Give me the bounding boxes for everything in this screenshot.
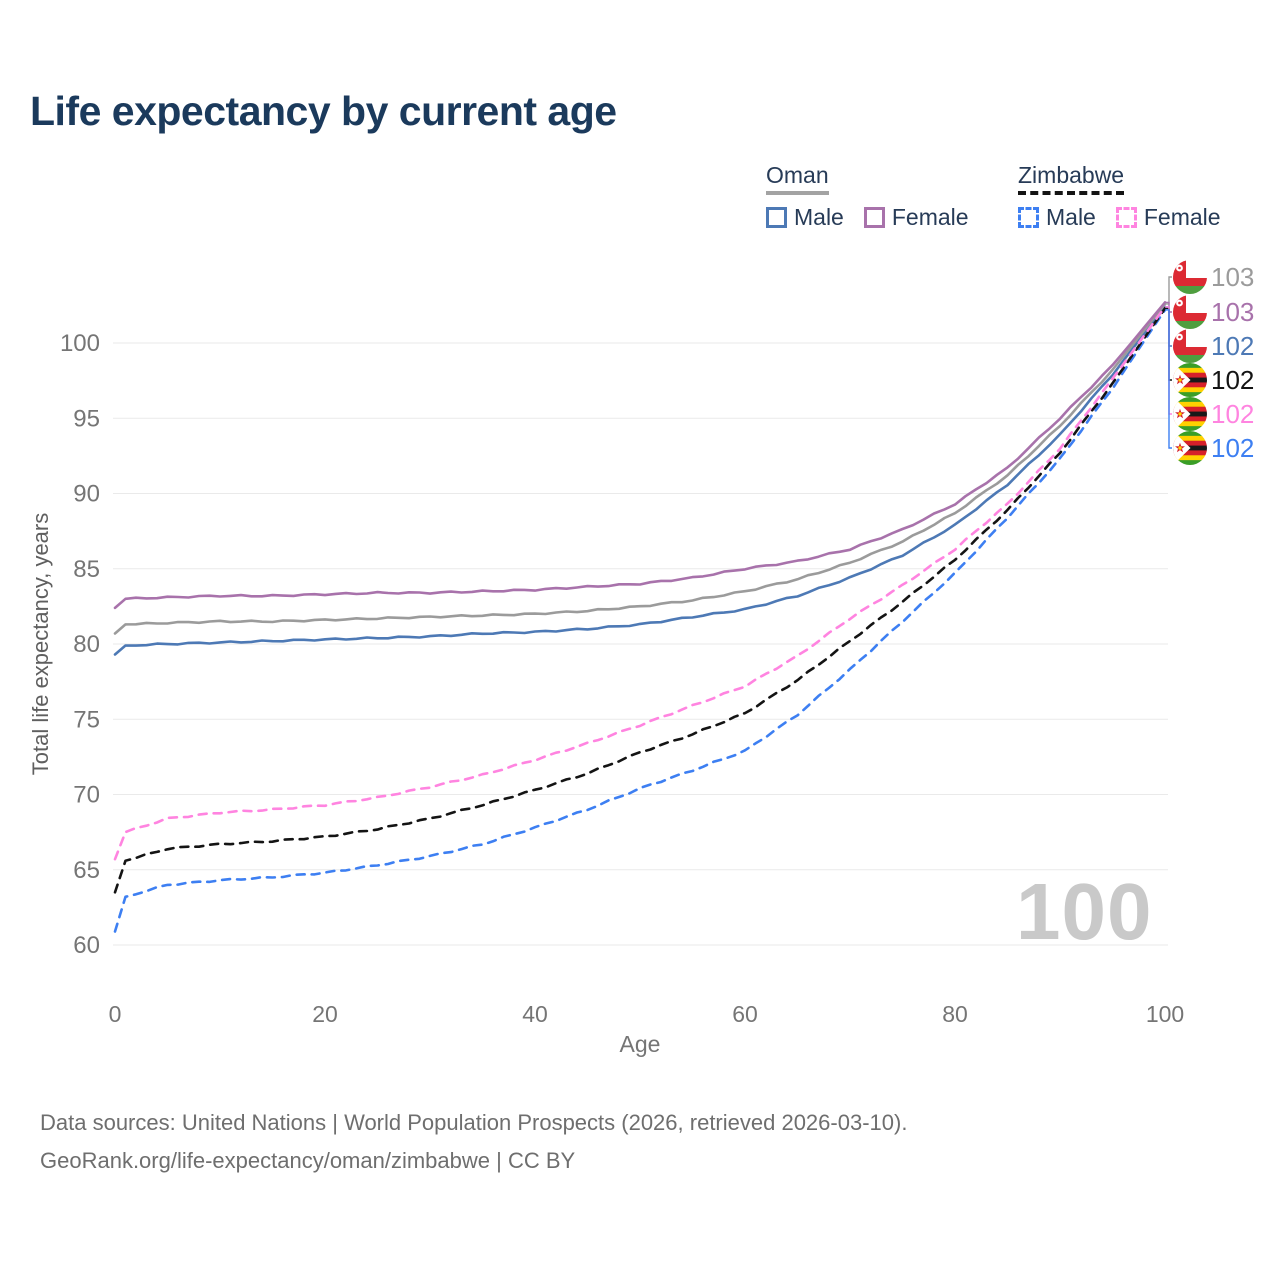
footer-sources: Data sources: United Nations | World Pop… <box>40 1110 908 1135</box>
leader-line-zim-male <box>1165 309 1172 449</box>
y-tick-label: 85 <box>73 556 100 583</box>
swatch-zimbabwe-male <box>1018 207 1039 229</box>
flag-oman-icon <box>1173 295 1207 329</box>
x-tick-label: 0 <box>109 1001 122 1027</box>
legend-group-zimbabwe: Zimbabwe Male Female <box>1018 162 1221 231</box>
series-line-zim-female[interactable] <box>113 305 1167 861</box>
legend-item-label: Male <box>794 204 844 231</box>
x-tick-label: 80 <box>942 1001 968 1027</box>
y-tick-label: 80 <box>73 631 100 658</box>
end-value-zim-female: 102 <box>1211 399 1254 429</box>
legend-item-label: Female <box>1143 204 1221 231</box>
series-line-oman-female[interactable] <box>113 301 1167 610</box>
y-tick-label: 95 <box>73 405 100 432</box>
leader-line-oman-both <box>1165 276 1172 305</box>
swatch-oman-male <box>766 207 787 229</box>
y-tick-label: 60 <box>73 932 100 959</box>
end-value-oman-both: 103 <box>1211 262 1254 292</box>
legend-item-oman-female[interactable]: Female <box>863 204 969 231</box>
legend-item-label: Female <box>891 204 969 231</box>
end-value-zim-both: 102 <box>1211 365 1254 395</box>
x-axis-title: Age <box>620 1031 661 1057</box>
y-axis-title: Total life expectancy, years <box>28 513 53 776</box>
legend-item-oman-male[interactable]: Male <box>766 204 844 231</box>
end-value-oman-male: 102 <box>1211 331 1254 361</box>
flag-zimbabwe-icon <box>1173 397 1207 431</box>
flag-oman-icon <box>1173 260 1207 294</box>
flag-zimbabwe-icon <box>1173 431 1207 465</box>
legend-country-zimbabwe[interactable]: Zimbabwe <box>1018 162 1125 196</box>
flag-oman-icon <box>1173 329 1207 363</box>
flag-zimbabwe-icon <box>1173 363 1207 397</box>
x-tick-label: 40 <box>522 1001 548 1027</box>
legend-country-oman[interactable]: Oman <box>766 162 829 196</box>
series-line-zim-both[interactable] <box>113 307 1167 894</box>
x-tick-label: 20 <box>312 1001 338 1027</box>
page-title: Life expectancy by current age <box>30 88 617 134</box>
x-tick-label: 100 <box>1146 1001 1184 1027</box>
legend-item-zimbabwe-male[interactable]: Male <box>1018 204 1096 231</box>
series-line-oman-male[interactable] <box>113 305 1167 656</box>
series-line-oman-both[interactable] <box>113 302 1167 635</box>
series-line-zim-male[interactable] <box>113 308 1167 933</box>
legend-item-label: Male <box>1046 204 1096 231</box>
footer: Data sources: United Nations | World Pop… <box>40 1104 907 1180</box>
y-tick-label: 100 <box>60 330 100 357</box>
footer-attribution: GeoRank.org/life-expectancy/oman/zimbabw… <box>40 1148 576 1173</box>
swatch-zimbabwe-female <box>1115 207 1137 229</box>
hover-age-watermark: 100 <box>1016 867 1153 956</box>
end-value-oman-female: 103 <box>1211 297 1254 327</box>
legend-item-zimbabwe-female[interactable]: Female <box>1115 204 1221 231</box>
y-tick-label: 75 <box>73 706 100 733</box>
y-tick-label: 65 <box>73 857 100 884</box>
swatch-oman-female <box>863 207 885 229</box>
y-tick-label: 90 <box>73 481 100 508</box>
end-value-zim-male: 102 <box>1211 433 1254 463</box>
legend-group-oman: Oman Male Female <box>766 162 969 231</box>
x-tick-label: 60 <box>732 1001 758 1027</box>
y-tick-label: 70 <box>73 782 100 809</box>
